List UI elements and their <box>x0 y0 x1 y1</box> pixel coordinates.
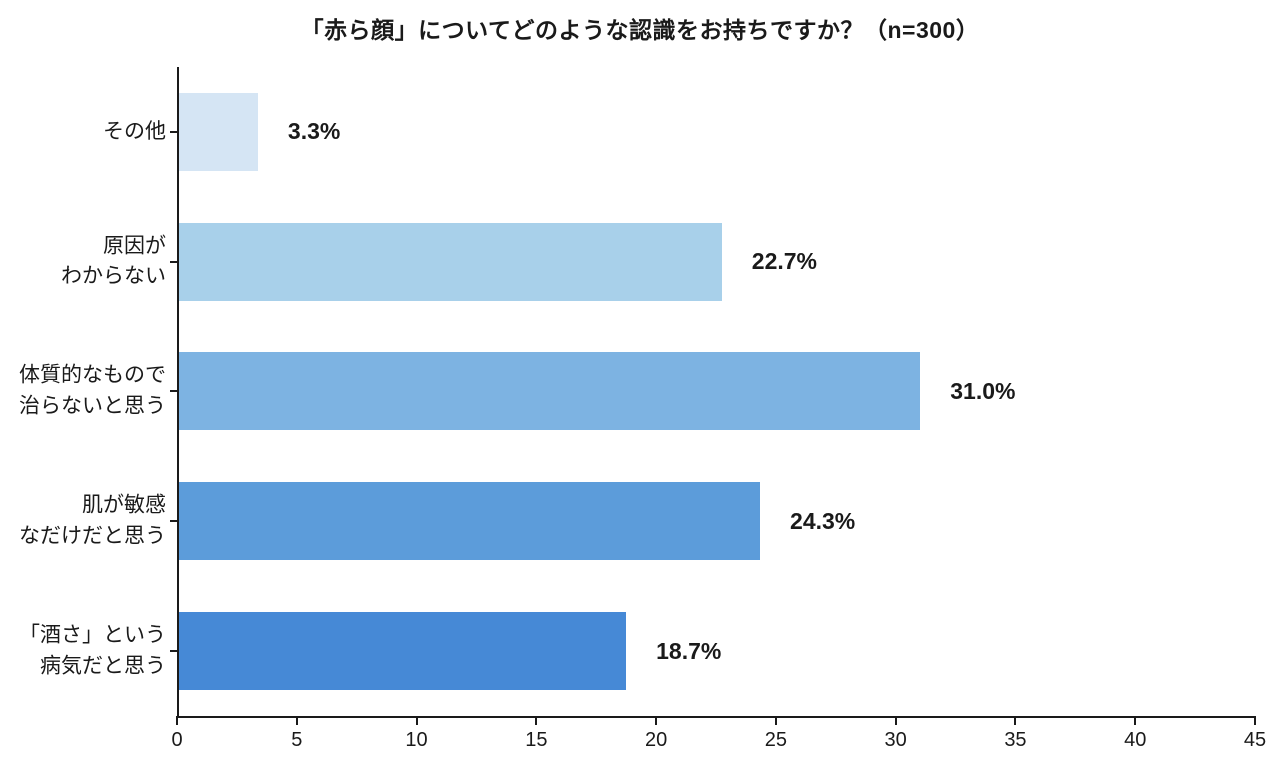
x-axis-tick <box>1014 716 1017 725</box>
value-label: 18.7% <box>656 637 722 664</box>
x-axis-tick-label: 15 <box>525 729 548 751</box>
chart-row: 体質的なもので 治らないと思う 31.0% <box>19 327 1255 457</box>
bar <box>179 482 761 561</box>
x-axis-tick-label: 35 <box>1004 729 1027 751</box>
x-axis-tick <box>655 716 658 725</box>
y-axis-tick <box>170 390 179 393</box>
y-axis-tick <box>170 260 179 263</box>
x-axis-tick <box>295 716 298 725</box>
plot-rows: その他 3.3% 原因が わからない 22.7% 体質的なもので 治らないと思う 31.0% 肌… <box>19 67 1255 716</box>
category-label: 原因が わからない <box>61 234 166 288</box>
value-label: 31.0% <box>950 377 1016 404</box>
x-axis-tick-label: 5 <box>291 729 303 751</box>
x-axis-tick <box>176 716 178 725</box>
x-axis-tick-label: 0 <box>171 729 183 751</box>
x-axis-tick-label: 20 <box>644 729 668 751</box>
value-label: 3.3% <box>287 118 341 145</box>
chart-row: その他 3.3% <box>103 67 1255 197</box>
y-axis-tick <box>170 650 179 653</box>
chart-row: 原因が わからない 22.7% <box>61 197 1255 327</box>
x-axis-tick-label: 25 <box>764 729 787 751</box>
x-axis-tick-label: 30 <box>884 729 907 751</box>
x-axis-tick <box>894 716 897 725</box>
x-axis-tick <box>1254 716 1256 725</box>
y-axis-tick <box>170 130 179 133</box>
y-axis-tick <box>170 520 179 523</box>
category-label: 肌が敏感 なだけだと思う <box>19 493 166 548</box>
category-label: 「酒さ」という 病気だと思う <box>19 623 166 678</box>
plot-area: その他 3.3% 原因が わからない 22.7% 体質的なもので 治らないと思う 31.0% 肌… <box>19 67 1266 751</box>
x-axis-tick <box>415 716 418 725</box>
value-label: 24.3% <box>790 507 856 534</box>
x-axis-tick-label: 45 <box>1243 729 1267 751</box>
value-label: 22.7% <box>751 248 817 275</box>
x-axis-tick <box>774 716 777 725</box>
bar <box>179 92 258 171</box>
bar <box>179 612 627 691</box>
category-label: 体質的なもので 治らないと思う <box>19 364 166 418</box>
category-label: その他 <box>103 119 166 143</box>
x-axis-tick-label: 10 <box>405 729 428 751</box>
x-axis-tick <box>1134 716 1137 725</box>
x-axis-tick-label: 40 <box>1124 729 1147 751</box>
chart-row: 肌が敏感 なだけだと思う 24.3% <box>19 456 1255 586</box>
bar <box>179 222 722 301</box>
x-axis: 0 5 10 15 20 25 30 35 40 45 <box>171 716 1266 760</box>
x-axis-tick <box>535 716 538 725</box>
chart-row: 「酒さ」という 病気だと思う 18.7% <box>19 586 1255 716</box>
chart-title: 「赤ら顔」についてどのような認識をお持ちですか？（n=300） <box>300 17 980 43</box>
bar <box>179 352 921 431</box>
